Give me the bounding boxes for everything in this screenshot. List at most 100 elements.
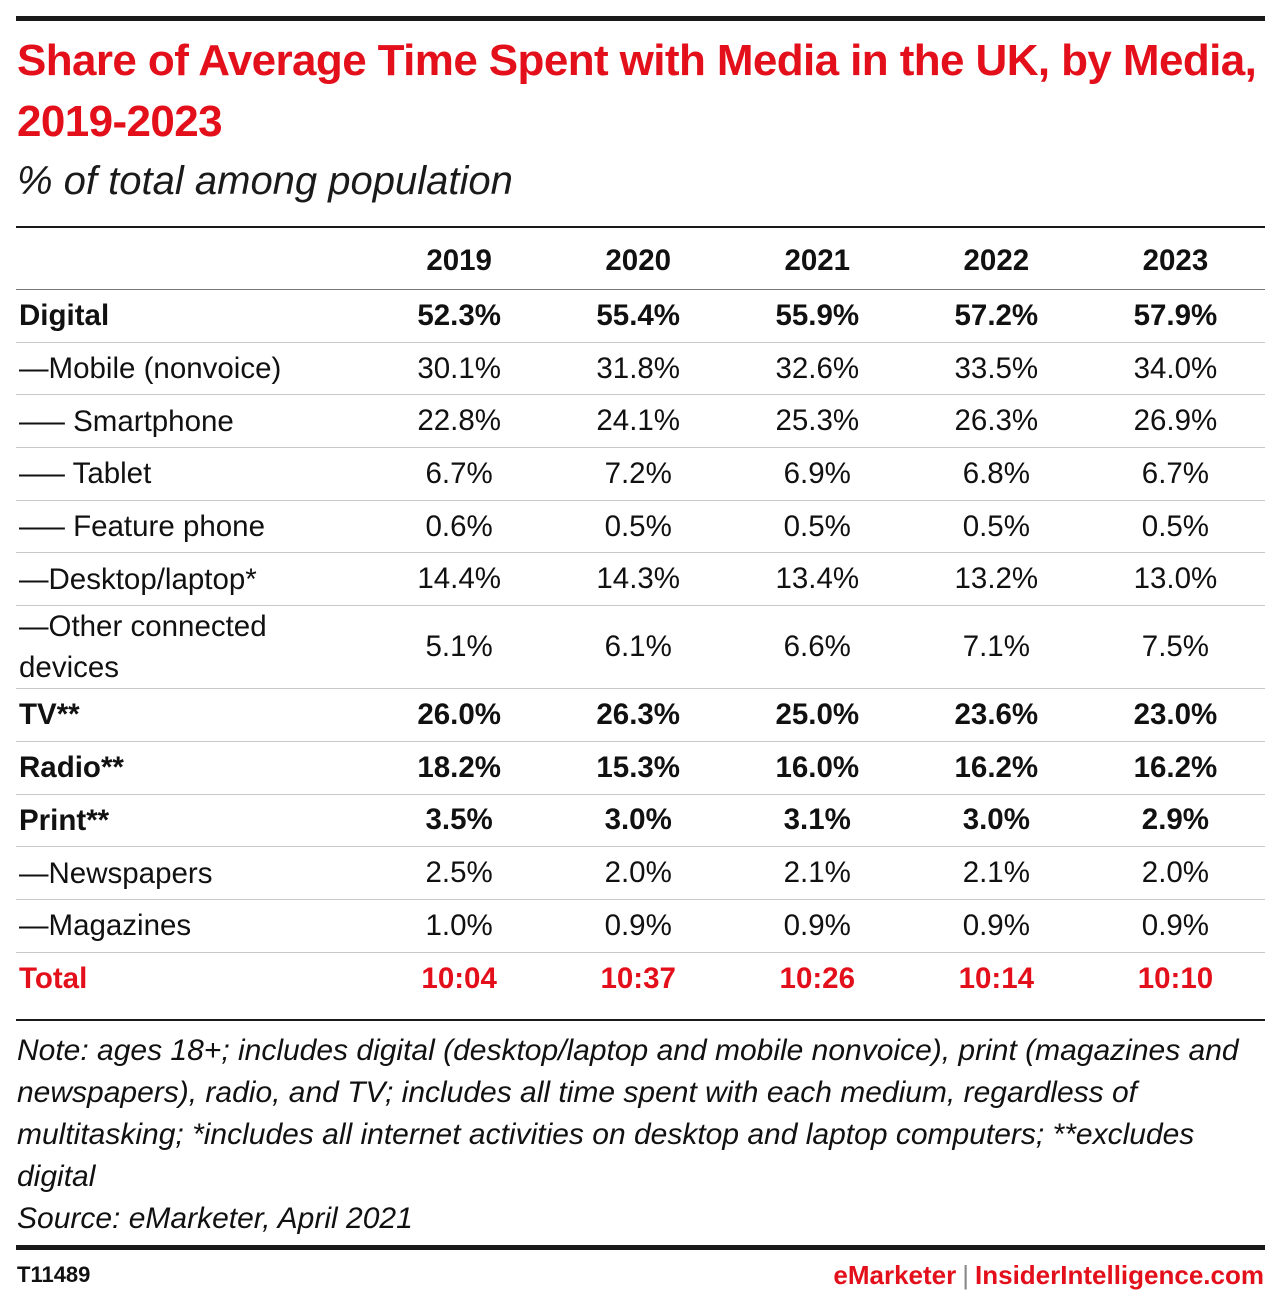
header-row: 2019 2020 2021 2022 2023 — [16, 233, 1265, 290]
table-cell: 10:10 — [1137, 961, 1214, 995]
footer-brand: eMarketer | InsiderIntelligence.com — [833, 1260, 1264, 1291]
column-header-2019: 2019 — [426, 244, 492, 277]
table-cell: 3.1% — [783, 803, 851, 837]
header-rule — [16, 226, 1265, 228]
column-header-2023: 2023 — [1142, 244, 1209, 277]
row-label: —Magazines — [19, 909, 192, 943]
table-cell: 52.3% — [417, 298, 501, 332]
table-cell: 16.0% — [775, 750, 860, 784]
table-cell: 3.0% — [962, 803, 1030, 837]
table-cell: 26.9% — [1133, 404, 1218, 438]
table-row: Digital 52.3% 55.4% 55.9% 57.2% 57.9% — [16, 289, 1265, 343]
table-cell: 13.2% — [954, 562, 1039, 596]
table-row: —Magazines 1.0% 0.9% 0.9% 0.9% 0.9% — [16, 899, 1265, 952]
table-cell: 57.9% — [1133, 298, 1218, 332]
table-cell: 7.2% — [604, 456, 672, 490]
table-cell: 6.9% — [783, 456, 851, 490]
row-label: Total — [19, 962, 88, 996]
notes-block: Note: ages 18+; includes digital (deskto… — [17, 1030, 1257, 1240]
table-cell: 6.7% — [1141, 456, 1210, 490]
table-cell: 26.3% — [954, 404, 1039, 438]
row-label: —– Tablet — [19, 457, 152, 491]
table-body: Digital 52.3% 55.4% 55.9% 57.2% 57.9% —Mobile … — [16, 289, 1265, 1005]
table-cell: 16.2% — [1133, 750, 1218, 784]
table-cell: 0.5% — [962, 509, 1030, 543]
table-cell: 2.0% — [604, 856, 672, 890]
table-cell: 10:26 — [779, 961, 855, 995]
table-cell: 0.9% — [1141, 908, 1210, 942]
table-cell: 10:14 — [958, 961, 1035, 995]
table-cell: 2.5% — [425, 856, 493, 890]
column-header-2022: 2022 — [963, 244, 1030, 277]
table-cell: 10:37 — [600, 961, 676, 995]
table-cell: 30.1% — [417, 351, 501, 385]
table-row: —– Tablet 6.7% 7.2% 6.9% 6.8% 6.7% — [16, 447, 1265, 501]
table-cell: 2.9% — [1141, 803, 1210, 837]
table-cell: 34.0% — [1133, 351, 1218, 385]
row-label: Print** — [19, 803, 110, 837]
table-cell: 23.0% — [1133, 697, 1218, 731]
chart-title: Share of Average Time Spent with Media i… — [17, 36, 1257, 146]
brand-insiderintelligence-link[interactable]: InsiderIntelligence.com — [975, 1260, 1264, 1290]
notes-rule — [16, 1019, 1265, 1021]
table-cell: 13.0% — [1133, 562, 1218, 596]
top-rule — [16, 16, 1265, 21]
table-cell: 55.9% — [775, 298, 860, 332]
table-cell: 25.0% — [775, 697, 860, 731]
table-cell: 0.5% — [783, 509, 851, 543]
table-cell: 23.6% — [954, 697, 1039, 731]
chart-id: T11489 — [17, 1262, 91, 1287]
table-cell: 14.3% — [596, 562, 681, 596]
table-cell: 6.7% — [425, 456, 493, 490]
table-row: —Newspapers 2.5% 2.0% 2.1% 2.1% 2.0% — [16, 846, 1265, 900]
table-cell: 13.4% — [775, 562, 860, 596]
row-label: Digital — [19, 299, 110, 333]
data-table: 2019 2020 2021 2022 2023 Digital 52.3% 55.4% 55… — [16, 233, 1265, 1005]
table-cell: 6.1% — [604, 630, 672, 664]
table-cell: 16.2% — [954, 750, 1039, 784]
table-cell: 24.1% — [596, 404, 681, 438]
table-cell: 18.2% — [417, 750, 501, 784]
row-label-header — [16, 233, 370, 290]
table-cell: 0.9% — [604, 908, 672, 942]
table-cell: 2.1% — [962, 856, 1030, 890]
chart-subtitle: % of total among population — [17, 159, 513, 203]
brand-emarketer: eMarketer — [833, 1260, 957, 1290]
table-cell: 25.3% — [775, 404, 860, 438]
table-cell: 5.1% — [425, 630, 493, 664]
table-cell: 26.0% — [417, 697, 501, 731]
table-cell: 6.8% — [962, 456, 1030, 490]
table-cell: 31.8% — [596, 351, 681, 385]
table-row: —– Feature phone 0.6% 0.5% 0.5% 0.5% 0.5% — [16, 500, 1265, 553]
table-cell: 0.9% — [962, 908, 1030, 942]
table-cell: 33.5% — [954, 351, 1039, 385]
column-header-2021: 2021 — [784, 244, 851, 277]
row-label: —Desktop/laptop* — [19, 562, 257, 596]
table-cell: 0.5% — [1141, 509, 1210, 543]
table-cell: 7.1% — [962, 630, 1030, 664]
table-cell: 55.4% — [596, 298, 681, 332]
table-cell: 26.3% — [596, 697, 681, 731]
table-cell: 0.5% — [604, 509, 672, 543]
table-cell: 7.5% — [1141, 630, 1210, 664]
row-label: Radio** — [19, 751, 124, 785]
table-row: Print** 3.5% 3.0% 3.1% 3.0% 2.9% — [16, 794, 1265, 847]
row-label: —Other connected devices — [19, 610, 267, 685]
brand-separator: | — [962, 1260, 970, 1290]
table-cell: 3.5% — [425, 803, 493, 837]
table-row: —Mobile (nonvoice) 30.1% 31.8% 32.6% 33.5% 34… — [16, 342, 1265, 395]
note-text: Note: ages 18+; includes digital (deskto… — [17, 1034, 1239, 1193]
table-row: TV** 26.0% 26.3% 25.0% 23.6% 23.0% — [16, 688, 1265, 742]
table-cell: 14.4% — [417, 562, 501, 596]
table-cell: 0.6% — [425, 509, 493, 543]
table-row: Radio** 18.2% 15.3% 16.0% 16.2% 16.2% — [16, 741, 1265, 794]
row-label: TV** — [19, 698, 80, 732]
table-cell: 2.0% — [1141, 856, 1210, 890]
table-cell: 22.8% — [417, 404, 501, 438]
row-label: —Mobile (nonvoice) — [19, 352, 282, 386]
table-row: —– Smartphone 22.8% 24.1% 25.3% 26.3% 26.9% — [16, 394, 1265, 448]
row-label: —– Smartphone — [19, 404, 234, 438]
table-cell: 3.0% — [604, 803, 672, 837]
table-cell: 0.9% — [783, 908, 851, 942]
table-row: —Other connected devices 5.1% 6.1% 6.6% 7.1%… — [16, 605, 1265, 689]
